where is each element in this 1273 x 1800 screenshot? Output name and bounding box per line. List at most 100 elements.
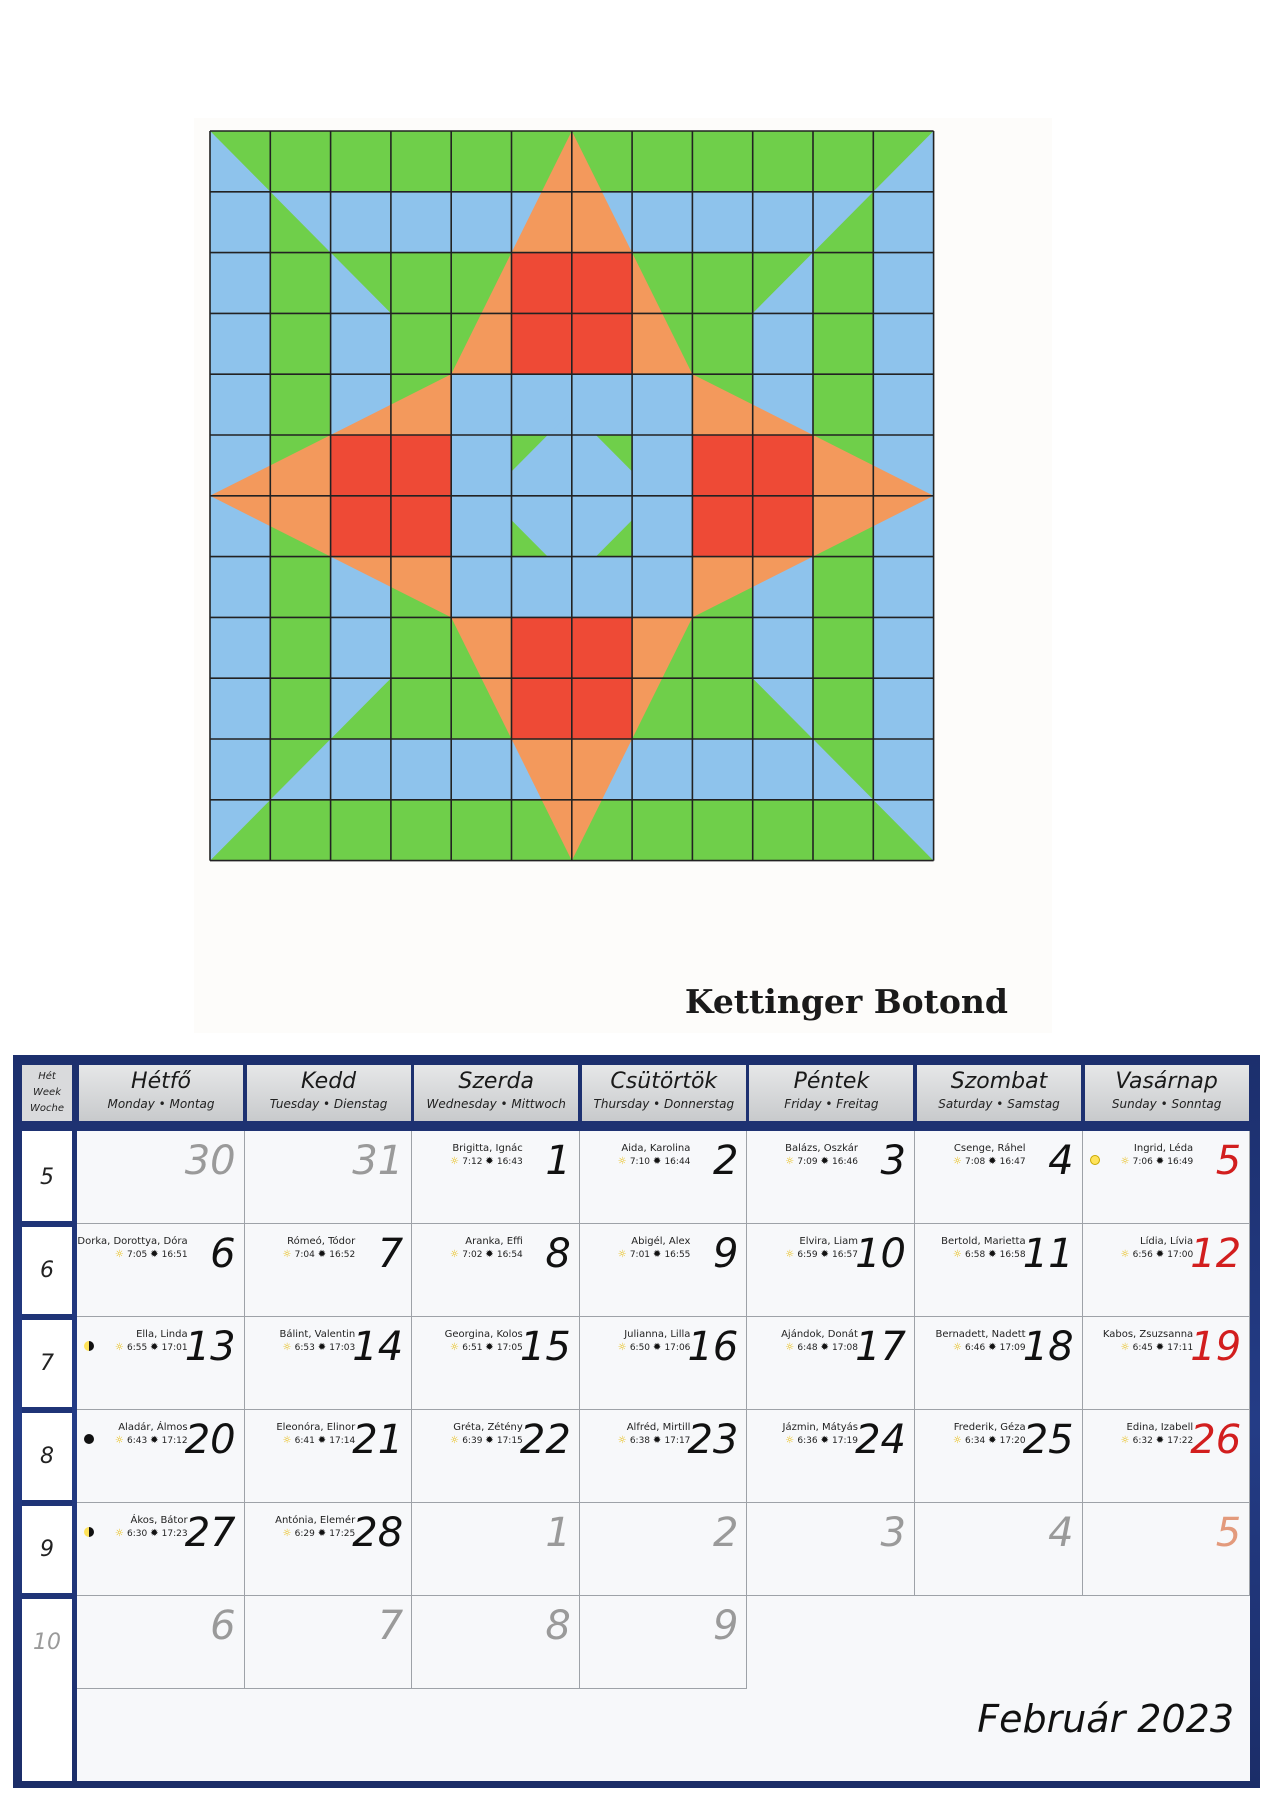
name-days: Georgina, Kolos [444,1329,523,1340]
sunset-icon: ✹ [820,1342,833,1353]
sunset-icon: ✹ [652,1156,665,1167]
sunrise-time: 6:58 [965,1250,989,1260]
month-title: Február 2023 [977,1697,1234,1741]
day-cell[interactable]: 9 [579,1596,748,1689]
day-header-6: Vasárnap Sunday • Sonntag [1084,1065,1249,1121]
day-cell[interactable]: 7 Rómeó, Tódor ☼ 7:04 ✹ 16:52 [244,1224,413,1317]
day-number: 19 [1190,1324,1242,1370]
day-number: 15 [519,1324,571,1370]
day-number: 2 [712,1510,739,1556]
sunrise-icon: ☼ [282,1528,295,1539]
day-cell[interactable]: 12 Lídia, Lívia ☼ 6:56 ✹ 17:00 [1082,1224,1251,1317]
sunrise-icon: ☼ [114,1342,128,1353]
sunrise-time: 6:39 [462,1436,486,1446]
day-cell[interactable]: 16 Julianna, Lilla ☼ 6:50 ✹ 17:06 [579,1317,748,1410]
day-cell[interactable]: 24 Jázmin, Mátyás ☼ 6:36 ✹ 17:19 [747,1410,915,1503]
day-cell[interactable]: 17 Ajándok, Donát ☼ 6:48 ✹ 17:08 [747,1317,915,1410]
full-moon-icon [1089,1155,1100,1165]
day-cell[interactable]: 11 Bertold, Marietta ☼ 6:58 ✹ 16:58 [915,1224,1083,1317]
sunrise-icon: ☼ [450,1156,463,1167]
day-cell[interactable]: 4 [915,1503,1083,1596]
day-cell[interactable]: 3 [747,1503,915,1596]
sunrise-icon: ☼ [785,1342,798,1353]
sunrise-icon: ☼ [785,1435,798,1446]
sun-times: ☼ 6:55 ✹ 17:01 [115,1342,188,1354]
day-number: 23 [687,1417,739,1463]
day-cell[interactable]: 7 [244,1596,413,1689]
day-cell[interactable]: 31 [244,1131,413,1224]
day-number: 31 [352,1138,404,1184]
day-number: 24 [855,1417,906,1463]
sun-times: ☼ 6:32 ✹ 17:22 [1120,1435,1193,1447]
day-cell[interactable]: 13 Ella, Linda ☼ 6:55 ✹ 17:01 [77,1317,245,1410]
day-cell[interactable]: 9 Abigél, Alex ☼ 7:01 ✹ 16:55 [579,1224,748,1317]
day-header-4: Péntek Friday • Freitag [749,1065,914,1121]
day-cell[interactable]: 15 Georgina, Kolos ☼ 6:51 ✹ 17:05 [412,1317,580,1410]
sunrise-icon: ☼ [1120,1156,1133,1167]
sunset-icon: ✹ [988,1249,1000,1260]
day-number: 7 [377,1231,404,1277]
sunrise-time: 6:32 [1132,1436,1156,1446]
day-cell[interactable]: 5 Ingrid, Léda ☼ 7:06 ✹ 16:49 [1082,1131,1251,1224]
day-cell[interactable]: 6 Dorka, Dorottya, Dóra ☼ 7:05 ✹ 16:51 [77,1224,245,1317]
sunset-icon: ✹ [1155,1435,1168,1446]
day-cell[interactable]: 22 Gréta, Zétény ☼ 6:39 ✹ 17:15 [412,1410,580,1503]
day-cell[interactable]: 2 Aida, Karolina ☼ 7:10 ✹ 16:44 [579,1131,748,1224]
day-cell[interactable]: 14 Bálint, Valentin ☼ 6:53 ✹ 17:03 [244,1317,413,1410]
day-name-translation: Tuesday • Dienstag [269,1097,388,1111]
day-cell[interactable]: 1 Brigitta, Ignác ☼ 7:12 ✹ 16:43 [412,1131,580,1224]
day-number: 20 [184,1417,236,1463]
name-days: Bálint, Valentin [279,1329,356,1340]
day-cell[interactable]: 20 Aladár, Álmos ☼ 6:43 ✹ 17:12 [77,1410,245,1503]
day-cell[interactable]: 23 Alfréd, Mirtill ☼ 6:38 ✹ 17:17 [579,1410,748,1503]
sunrise-icon: ☼ [450,1342,463,1353]
quilt-drawing [209,130,935,862]
sunrise-icon: ☼ [952,1435,966,1446]
day-cell[interactable]: 30 [77,1131,245,1224]
day-number: 14 [352,1324,404,1370]
day-cell[interactable]: 26 Edina, Izabell ☼ 6:32 ✹ 17:22 [1082,1410,1251,1503]
day-cell[interactable]: 6 [77,1596,245,1689]
day-cell[interactable]: 25 Frederik, Géza ☼ 6:34 ✹ 17:20 [915,1410,1083,1503]
sunrise-time: 6:55 [127,1343,151,1353]
week-number: 9 [40,1537,54,1562]
day-cell[interactable]: 10 Elvira, Liam ☼ 6:59 ✹ 16:57 [747,1224,915,1317]
day-name-translation: Saturday • Samstag [938,1097,1060,1111]
day-cell[interactable]: 4 Csenge, Ráhel ☼ 7:08 ✹ 16:47 [915,1131,1083,1224]
day-cell[interactable]: 3 Balázs, Oszkár ☼ 7:09 ✹ 16:46 [747,1131,915,1224]
day-cell[interactable]: 28 Antónia, Elemér ☼ 6:29 ✹ 17:25 [244,1503,413,1596]
sun-times: ☼ 7:08 ✹ 16:47 [953,1156,1026,1168]
week-separator [22,1314,72,1320]
day-name-translation: Wednesday • Mittwoch [426,1097,566,1111]
day-cell[interactable]: 19 Kabos, Zsuzsanna ☼ 6:45 ✹ 17:11 [1082,1317,1251,1410]
day-cell[interactable]: 27 Ákos, Bátor ☼ 6:30 ✹ 17:23 [77,1503,245,1596]
day-cell[interactable]: 1 [412,1503,580,1596]
day-number: 21 [352,1417,404,1463]
sunset-time: 16:43 [496,1157,523,1167]
sunrise-time: 6:38 [629,1436,653,1446]
day-cell[interactable]: 21 Eleonóra, Elinor ☼ 6:41 ✹ 17:14 [244,1410,413,1503]
week-number: 8 [40,1444,54,1469]
sunset-icon: ✹ [150,1528,162,1539]
day-cell[interactable]: 8 [412,1596,580,1689]
name-days: Frederik, Géza [953,1422,1026,1433]
name-days: Dorka, Dorottya, Dóra [77,1236,188,1247]
day-cell[interactable]: 8 Aranka, Effi ☼ 7:02 ✹ 16:54 [412,1224,580,1317]
sun-times: ☼ 6:38 ✹ 17:17 [618,1435,691,1447]
day-number: 16 [687,1324,739,1370]
name-days: Bernadett, Nadett [935,1329,1026,1340]
day-cell[interactable]: 5 [1082,1503,1251,1596]
sunrise-icon: ☼ [1120,1249,1133,1260]
new-moon-icon [84,1434,94,1444]
name-days: Ajándok, Donát [781,1329,858,1340]
sunset-icon: ✹ [988,1435,1000,1446]
day-cell[interactable]: 18 Bernadett, Nadett ☼ 6:46 ✹ 17:09 [915,1317,1083,1410]
name-days: Rómeó, Tódor [287,1236,356,1247]
sun-times: ☼ 7:06 ✹ 16:49 [1120,1156,1193,1168]
name-days: Abigél, Alex [631,1236,691,1247]
day-cell[interactable]: 2 [579,1503,748,1596]
sun-times: ☼ 7:05 ✹ 16:51 [115,1249,188,1261]
sunrise-icon: ☼ [282,1342,295,1353]
day-number: 6 [210,1603,236,1649]
week-number: 7 [40,1351,54,1376]
